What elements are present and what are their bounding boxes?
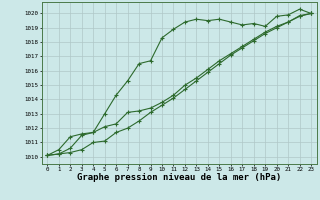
- X-axis label: Graphe pression niveau de la mer (hPa): Graphe pression niveau de la mer (hPa): [77, 173, 281, 182]
